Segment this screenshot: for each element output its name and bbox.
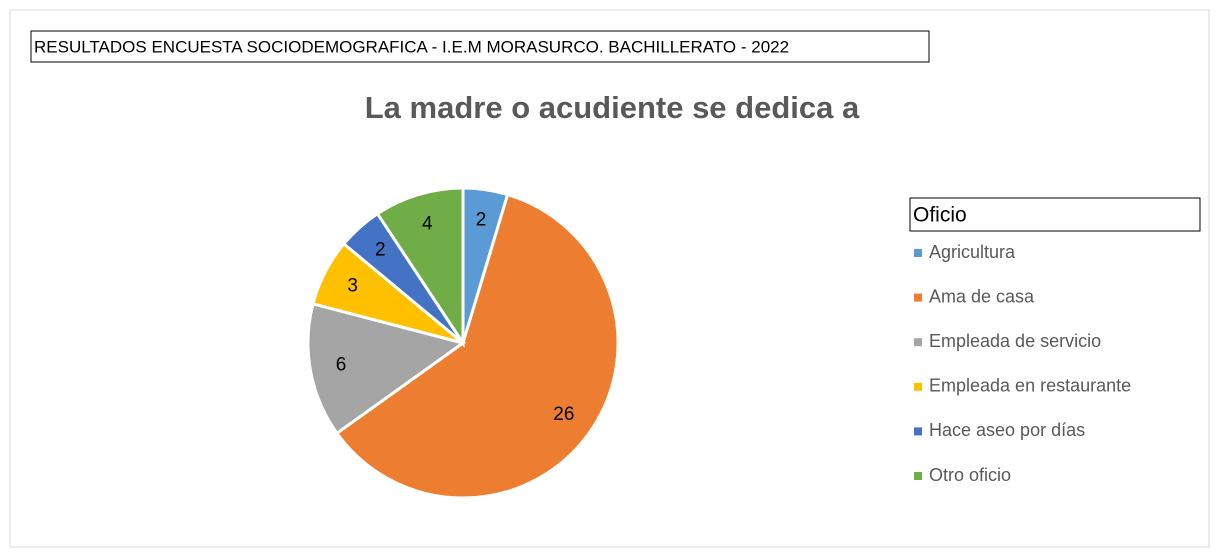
legend-marker: [914, 472, 922, 480]
legend-marker: [914, 427, 922, 436]
legend-label: Ama de casa: [929, 286, 1035, 306]
legend-label: Agricultura: [929, 242, 1016, 262]
chart-border: [9, 9, 1210, 548]
chart-title: La madre o acudiente se dedica a: [365, 90, 860, 125]
data-label: 3: [347, 275, 358, 296]
legend-label: Otro oficio: [929, 465, 1011, 485]
legend-marker: [914, 338, 922, 347]
pie-slice: [334, 192, 620, 500]
header: RESULTADOS ENCUESTA SOCIODEMOGRAFICA - I…: [34, 37, 789, 56]
data-label: 4: [422, 213, 433, 234]
legend-title-box: [909, 197, 1201, 232]
data-label: 2: [476, 209, 487, 230]
pie-slice: [375, 186, 465, 348]
pie-slice: [306, 301, 467, 436]
legend-label: Empleada en restaurante: [929, 376, 1131, 396]
data-label: 6: [336, 355, 347, 376]
legend-marker: [914, 249, 922, 257]
legend-label: Hace aseo por días: [929, 420, 1085, 440]
header-box: [30, 30, 930, 63]
legend-title: Oficio: [913, 204, 967, 227]
legend-label: Empleada de servicio: [929, 331, 1101, 351]
legend-marker: [914, 382, 922, 391]
data-label: 2: [375, 240, 386, 261]
legend-marker: [914, 293, 922, 302]
data-label: 26: [553, 404, 574, 425]
